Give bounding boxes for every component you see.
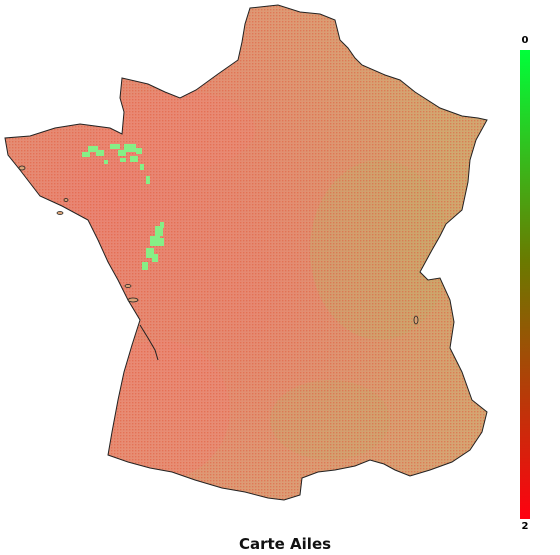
france-outline bbox=[4, 4, 488, 501]
green-patch-vendee bbox=[142, 222, 164, 270]
map-title: Carte Ailes bbox=[238, 535, 332, 553]
legend-min-label: 2 bbox=[521, 521, 529, 532]
legend-max-label: 0 bbox=[521, 35, 529, 46]
islands bbox=[18, 165, 419, 325]
gironde-estuary bbox=[139, 324, 159, 361]
green-patch-brittany bbox=[82, 144, 150, 184]
legend-colorbar bbox=[520, 50, 530, 519]
